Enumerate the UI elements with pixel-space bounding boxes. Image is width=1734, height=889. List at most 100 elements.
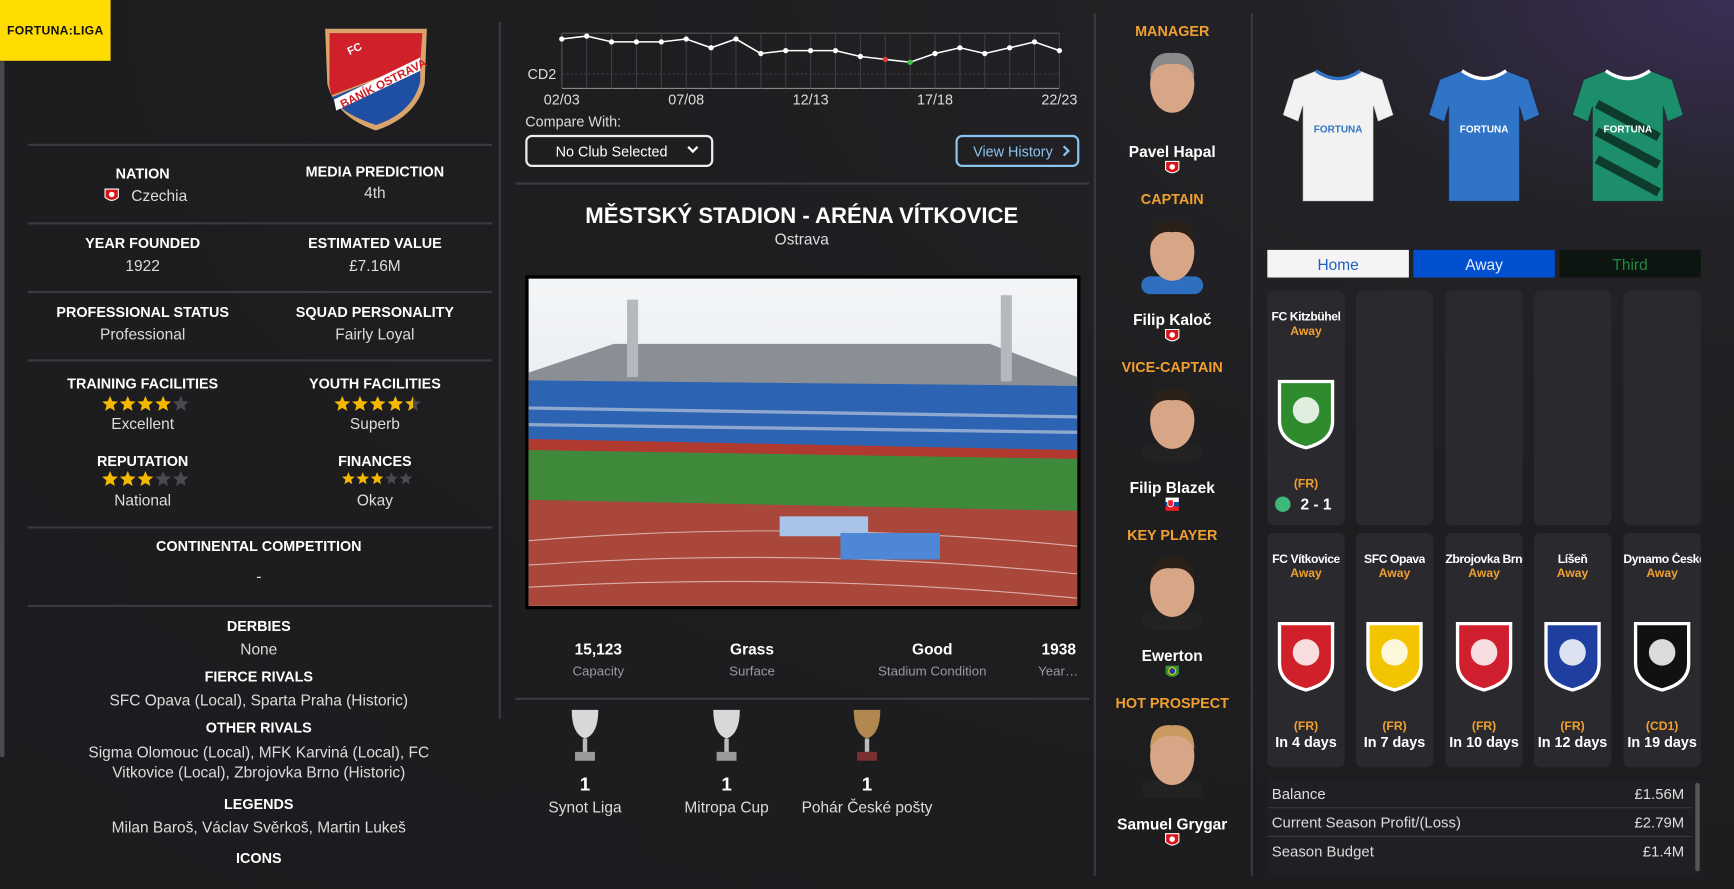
- venue: Away: [1646, 567, 1678, 581]
- divider: [1267, 835, 1692, 838]
- star: [154, 395, 171, 411]
- trophy-cup: [571, 709, 599, 739]
- kit-shirt: [1282, 70, 1395, 202]
- scrollbar: [0, 60, 5, 758]
- kit-sponsor: FORTUNA: [1460, 125, 1509, 136]
- kit-tab[interactable]: Away: [1413, 249, 1555, 278]
- opponent-name: SFC Opava: [1364, 552, 1425, 567]
- history-point: [832, 47, 839, 54]
- fixture-card[interactable]: FC Vítkovice Away (FR) In 4 days: [1267, 532, 1345, 768]
- info-value: Professional: [100, 325, 186, 343]
- finance-label: Balance: [1271, 785, 1326, 803]
- finance-value: £1.56M: [1634, 785, 1685, 803]
- competition: (FR): [1471, 719, 1497, 734]
- scrollbar: [1695, 782, 1700, 872]
- kit-sponsor: FORTUNA: [1604, 125, 1653, 136]
- info-value: Czechia: [131, 186, 188, 205]
- info-value: National: [114, 490, 172, 509]
- fixture-card[interactable]: Líšeň Away (FR) In 12 days: [1533, 532, 1612, 768]
- fixture-when: In 7 days: [1363, 733, 1426, 751]
- kit-tab[interactable]: Home: [1267, 249, 1409, 278]
- divider: [27, 143, 493, 146]
- trophy-icon: [571, 709, 599, 761]
- opponent-badge: [1455, 621, 1513, 692]
- history-point: [882, 56, 888, 63]
- roof: [528, 343, 1078, 386]
- kit-sponsor: FORTUNA: [1314, 125, 1363, 136]
- fixture-card[interactable]: [1355, 290, 1434, 526]
- trophy-base: [575, 751, 595, 761]
- section-label: FIERCE RIVALS: [204, 668, 313, 685]
- kit-tab-label: Home: [1317, 254, 1359, 273]
- info-label: SQUAD PERSONALITY: [295, 303, 454, 321]
- badge-emblem: [1470, 639, 1498, 666]
- result: 2 - 1: [1300, 495, 1332, 514]
- section-value: None: [240, 640, 278, 658]
- star: [136, 470, 153, 486]
- star: [172, 395, 189, 411]
- star: [172, 470, 189, 486]
- fixture-when: In 4 days: [1275, 733, 1337, 751]
- flag-emblem: [1169, 836, 1175, 842]
- fixture-card[interactable]: SFC Opava Away (FR) In 7 days: [1355, 532, 1434, 768]
- kit: FORTUNA: [1428, 69, 1541, 202]
- competition: (FR): [1293, 719, 1319, 734]
- section-label: DERBIES: [226, 617, 291, 635]
- staff-name: Pavel Hapal: [1128, 142, 1216, 161]
- stadium-stat-value: 15,123: [574, 640, 622, 658]
- button-text: View History: [973, 143, 1053, 160]
- fixture-card[interactable]: Zbrojovka Brno Away (FR) In 10 days: [1445, 532, 1523, 768]
- divider: [1250, 13, 1253, 876]
- portrait-face: [1150, 391, 1195, 449]
- opponent-badge: [1366, 621, 1423, 692]
- portrait-shoulders: [1141, 612, 1204, 631]
- club-select[interactable]: No Club Selected: [525, 134, 714, 167]
- info-label: ESTIMATED VALUE: [308, 234, 442, 252]
- fixture-card[interactable]: [1445, 290, 1523, 526]
- badge-emblem: [1559, 639, 1586, 666]
- info-label: TRAINING FACILITIES: [67, 375, 219, 392]
- staff-role: MANAGER: [1135, 22, 1210, 40]
- fixture-when: In 12 days: [1537, 733, 1608, 751]
- trophy-count: 1: [721, 774, 732, 796]
- history-point: [608, 39, 615, 45]
- opponent-badge: [1633, 621, 1691, 692]
- fixture-card[interactable]: Dynamo České Bud...Away (CD1)In 19 days: [1623, 532, 1701, 768]
- cover: [779, 516, 869, 537]
- view-history-button[interactable]: View History: [955, 134, 1080, 167]
- kit-tab-label: Away: [1465, 254, 1503, 273]
- stadium-stat-label: Year…: [1038, 663, 1079, 679]
- portrait: [1141, 220, 1204, 295]
- x-tick-label: 22/23: [1041, 91, 1078, 108]
- fixture-card[interactable]: [1623, 290, 1701, 526]
- opponent-badge: [1544, 621, 1601, 692]
- history-point: [584, 33, 590, 39]
- star: [101, 470, 118, 486]
- badge-emblem: [1381, 639, 1408, 666]
- portrait-hair: [1150, 557, 1195, 582]
- history-point: [957, 45, 963, 51]
- info-value: 1922: [125, 256, 160, 275]
- trophy-count: 1: [579, 774, 591, 796]
- finance-value: £1.4M: [1642, 843, 1685, 860]
- fixture-card[interactable]: FC Kitzbühel Away (FR) 2 - 1: [1267, 290, 1345, 526]
- info-value: 4th: [364, 183, 386, 202]
- info-label: YEAR FOUNDED: [85, 234, 201, 252]
- kit-tab[interactable]: Third: [1559, 249, 1701, 278]
- portrait-face: [1150, 223, 1195, 281]
- competition: (CD1): [1645, 719, 1679, 734]
- divider: [498, 22, 501, 719]
- history-point: [783, 47, 789, 54]
- portrait: [1141, 389, 1204, 463]
- trophy-name: Synot Liga: [548, 798, 622, 817]
- flag-shield: [1167, 499, 1174, 508]
- trophy-base: [857, 751, 877, 761]
- kit-collar: [1315, 69, 1362, 81]
- star: [342, 472, 355, 485]
- info-label: PROFESSIONAL STATUS: [56, 303, 229, 321]
- portrait-shoulders: [1141, 108, 1204, 127]
- fixture-card[interactable]: [1533, 290, 1612, 526]
